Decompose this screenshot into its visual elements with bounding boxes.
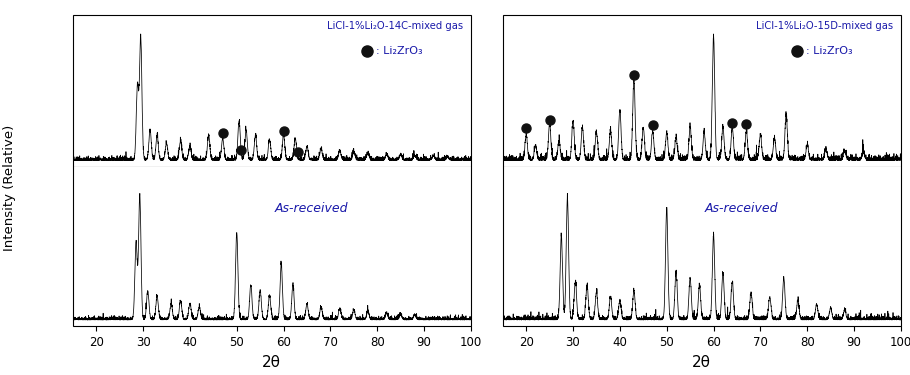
X-axis label: 2θ: 2θ — [262, 354, 281, 369]
X-axis label: 2θ: 2θ — [693, 354, 712, 369]
Text: LiCl-1%Li₂O-15D-mixed gas: LiCl-1%Li₂O-15D-mixed gas — [756, 21, 893, 31]
Text: As-received: As-received — [275, 202, 349, 215]
Text: As-received: As-received — [705, 202, 778, 215]
Text: : Li₂ZrO₃: : Li₂ZrO₃ — [806, 46, 853, 57]
Text: Intensity (Relative): Intensity (Relative) — [3, 124, 15, 250]
Text: : Li₂ZrO₃: : Li₂ZrO₃ — [376, 46, 423, 57]
Text: LiCl-1%Li₂O-14C-mixed gas: LiCl-1%Li₂O-14C-mixed gas — [327, 21, 463, 31]
